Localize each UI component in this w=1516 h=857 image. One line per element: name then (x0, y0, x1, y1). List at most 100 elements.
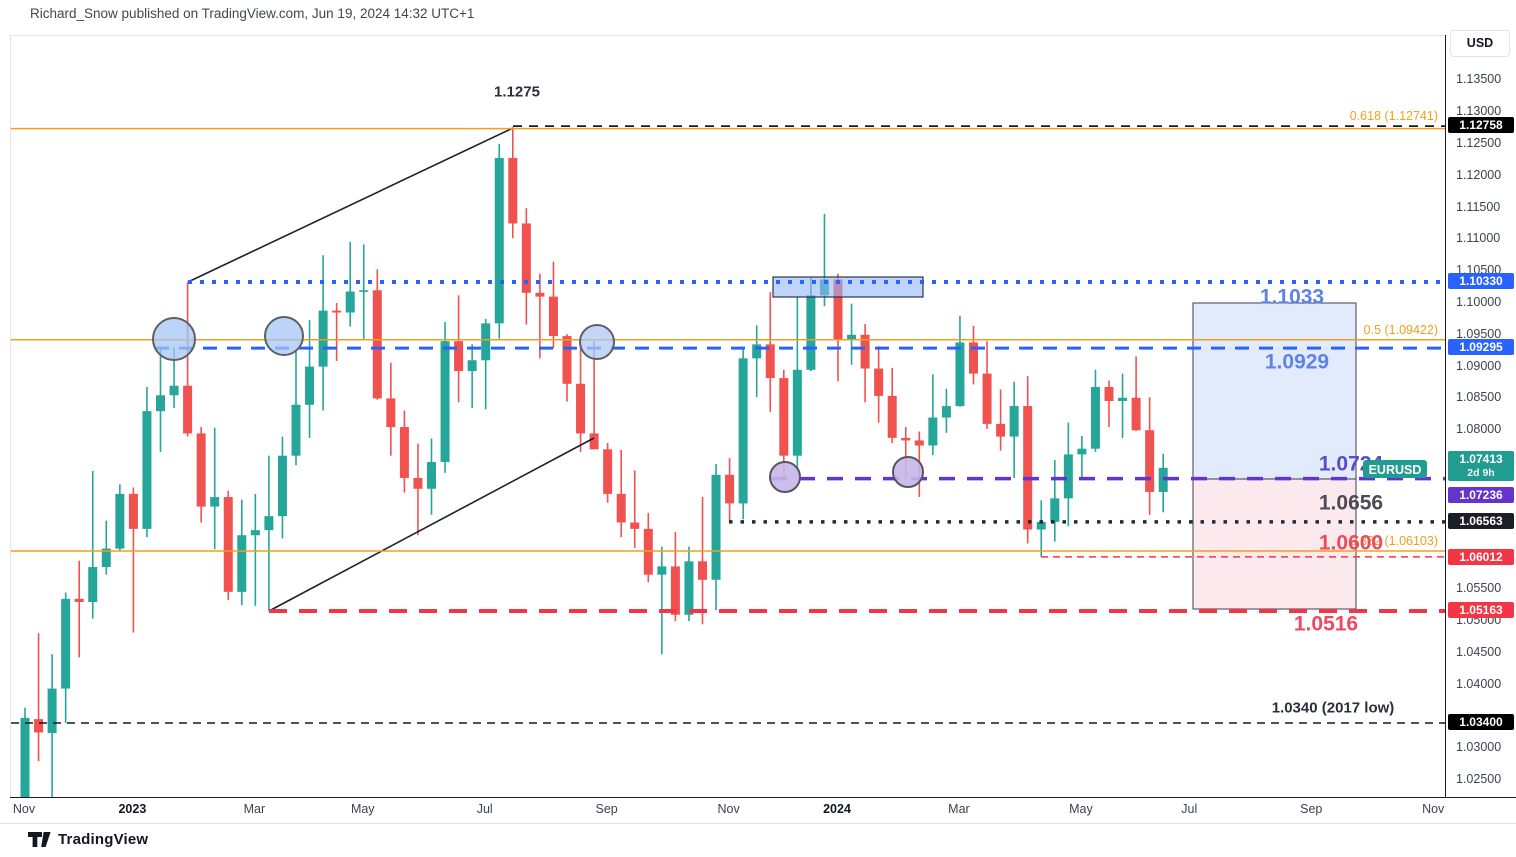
candle-wick (254, 493, 257, 606)
candle-body (196, 433, 206, 507)
candle-wick (132, 487, 135, 633)
tradingview-logo-text: TradingView (58, 831, 149, 848)
trendline[interactable] (187, 127, 514, 283)
price-tag: 1.12758 (1448, 117, 1514, 133)
candle-wick (701, 497, 704, 625)
candle-body (481, 323, 491, 361)
candle-wick (932, 374, 934, 456)
price-tick-label: 1.04500 (1456, 644, 1502, 659)
candle-wick (633, 470, 636, 548)
price-chart-pane[interactable]: 0.618 (1.12741) 0.5 (1.09422) 0.382 (1.061… (10, 35, 1446, 798)
candle-body (1050, 498, 1060, 522)
symbol-flag-text: EURUSD (1369, 463, 1422, 477)
candle-wick (335, 302, 338, 361)
candle-body (847, 334, 857, 340)
candle-body (738, 358, 748, 504)
price-tag: 1.06012 (1448, 549, 1514, 565)
candle-body (61, 598, 71, 689)
price-level-label: 1.0656 (1319, 492, 1383, 515)
price-tag: 1.07413 2d 9h (1448, 451, 1514, 481)
candle-body (1009, 406, 1019, 437)
price-tag: 1.07236 (1448, 487, 1514, 503)
candle-body (616, 493, 626, 523)
currency-toggle-button[interactable]: USD (1450, 30, 1510, 57)
candle-body (630, 522, 640, 529)
candle-body (1023, 406, 1033, 530)
date-tick-label: Nov (717, 802, 740, 816)
candle-body (955, 342, 965, 407)
candle-body (548, 296, 558, 337)
candle-body (765, 344, 775, 379)
price-tick-label: 1.12500 (1456, 135, 1502, 150)
candle-body (74, 598, 84, 603)
date-tick-label: May (1069, 802, 1093, 816)
candle-body (1077, 448, 1087, 455)
candle-body (792, 369, 802, 456)
candle-wick (1135, 356, 1137, 431)
highlight-circle[interactable] (264, 316, 304, 356)
candle-body (20, 717, 30, 798)
candle-wick (105, 520, 108, 575)
price-tag: 1.09295 (1448, 339, 1514, 355)
price-tag: 1.05163 (1448, 602, 1514, 618)
tradingview-attribution[interactable]: TradingView (28, 831, 148, 848)
price-level-label: 1.1033 (1260, 286, 1324, 309)
highlight-circle[interactable] (892, 456, 924, 488)
candle-wick (349, 241, 351, 327)
price-tick-label: 1.12000 (1456, 167, 1502, 182)
candle-wick (593, 341, 595, 449)
candle-body (684, 561, 694, 615)
date-tick-label: Sep (1300, 802, 1323, 816)
trendline[interactable] (268, 437, 595, 612)
candle-wick (823, 213, 826, 307)
chart-canvas[interactable]: 0.618 (1.12741) 0.5 (1.09422) 0.382 (1.061… (11, 36, 1446, 798)
highlight-circle[interactable] (152, 317, 196, 361)
symbol-flag[interactable] (1363, 460, 1427, 478)
price-tick-label: 1.09000 (1456, 358, 1502, 373)
candle-body (359, 290, 369, 292)
candle-wick (173, 347, 175, 408)
candle-body (237, 535, 247, 592)
candle-body (128, 493, 138, 529)
candle-body (535, 292, 545, 297)
candle-wick (1081, 435, 1083, 480)
candle-body (969, 342, 978, 374)
candle-body (1118, 397, 1128, 401)
highlight-circle[interactable] (579, 324, 615, 360)
candle-body (183, 385, 193, 434)
target-zone[interactable] (1192, 302, 1357, 480)
candle-body (467, 360, 477, 372)
time-axis[interactable]: Nov 2023 Mar May Jul Sep Nov 2024 Mar May Jul Sep No… (10, 797, 1516, 824)
candle-body (1131, 397, 1141, 431)
candle-body (996, 423, 1006, 437)
candle-wick (362, 244, 365, 340)
bar-countdown: 2d 9h (1467, 467, 1495, 479)
candle-body (210, 497, 220, 507)
price-level-label: 1.0340 (2017 low) (1272, 700, 1395, 717)
candle-body (643, 528, 653, 575)
candle-body (657, 566, 667, 575)
candle-body (264, 516, 274, 531)
highlight-circle[interactable] (769, 461, 801, 493)
candle-body (670, 566, 680, 615)
candle-body (887, 395, 897, 438)
candle-body (711, 474, 721, 580)
date-tick-label: 2023 (118, 802, 147, 816)
publish-byline: Richard_Snow published on TradingView.co… (30, 6, 475, 21)
tradingview-logo-icon (28, 832, 51, 847)
price-level-label: 1.0929 (1265, 351, 1329, 374)
candle-body (1090, 386, 1100, 449)
date-tick-label: Jul (476, 802, 493, 816)
candle-body (982, 373, 992, 424)
candle-body (576, 383, 586, 434)
footer-divider (0, 823, 1516, 824)
candle-body (1036, 521, 1046, 530)
candle-body (603, 449, 613, 494)
candle-body (901, 437, 911, 441)
price-axis[interactable]: USD 1.13500 1.13000 1.12500 1.12000 1.11500 1… (1445, 30, 1516, 797)
candle-body (928, 417, 938, 446)
candle-body (914, 440, 924, 446)
candle-body (494, 157, 504, 324)
date-tick-label: Nov (1422, 802, 1445, 816)
candle-body (88, 567, 98, 603)
